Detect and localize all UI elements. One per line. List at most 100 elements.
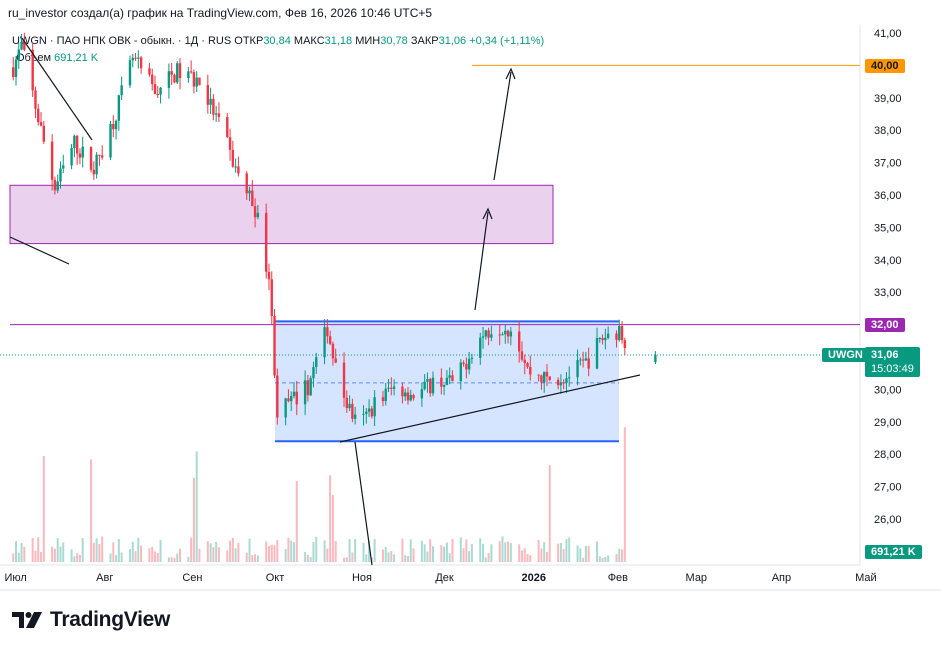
volume-bar <box>443 546 446 562</box>
volume-bar <box>465 539 468 562</box>
drop-line <box>354 441 373 566</box>
volume-bar <box>334 541 337 562</box>
volume-bar <box>604 556 607 562</box>
volume-bar <box>215 541 218 562</box>
candle-body <box>490 334 493 338</box>
volume-bar <box>42 456 45 562</box>
time-tick-label: Мар <box>686 572 708 584</box>
candle-body <box>537 374 540 376</box>
volume-bar <box>621 549 624 562</box>
candle-body <box>209 98 212 105</box>
volume-bar <box>248 538 251 562</box>
candle-body <box>100 155 104 158</box>
volume-bar <box>381 549 384 562</box>
price-axis[interactable]: 41,0040,0039,0038,0037,0036,0035,0034,00… <box>874 28 902 526</box>
volume-bar <box>23 546 26 562</box>
candle-body <box>273 315 276 376</box>
candle-body <box>170 71 173 75</box>
volume-bar <box>568 537 571 562</box>
volume-legend[interactable]: Объем 691,21 K <box>16 52 98 64</box>
symbol-line[interactable]: UWGN · ПАО НПК ОВК - обыкн. · 1Д · RUS <box>12 35 232 47</box>
volume-bar <box>598 556 601 562</box>
candle-body <box>559 382 563 386</box>
volume-bar <box>293 542 295 562</box>
candle-body <box>598 338 601 340</box>
candle-body <box>423 381 426 390</box>
volume-bar <box>134 551 137 562</box>
tradingview-logo[interactable]: TradingView <box>12 608 170 632</box>
candle-body <box>543 371 546 383</box>
candle-body <box>479 337 482 358</box>
volume-bar <box>254 554 257 562</box>
price-tick-label: 26,00 <box>874 514 902 526</box>
volume-bar <box>462 548 465 562</box>
candle-body <box>351 403 354 419</box>
volume-bar <box>173 557 176 562</box>
candle-body <box>226 117 229 138</box>
volume-bar <box>90 459 93 562</box>
attribution-text: ru_investor создал(а) график на TradingV… <box>8 6 433 20</box>
price-tick-label: 30,00 <box>874 384 902 396</box>
change-value: +0,34 (+1,11%) <box>469 35 545 47</box>
symbol-legend: UWGN · ПАО НПК ОВК - обыкн. · 1Д · RUS О… <box>12 35 544 47</box>
symbol-tag: UWGN <box>822 348 869 362</box>
volume-bar <box>92 542 95 562</box>
volume-bar <box>537 539 540 562</box>
price-tick-label: 27,00 <box>874 482 902 494</box>
volume-tag: 691,21 K <box>865 545 922 559</box>
candle-body <box>587 358 590 369</box>
volume-bar <box>523 548 526 562</box>
volume-bar <box>187 556 190 562</box>
volume-bar <box>15 541 17 562</box>
volume-bar <box>62 542 65 562</box>
candle-body <box>606 333 610 338</box>
volume-bar <box>432 546 434 562</box>
volume-bar <box>482 543 485 562</box>
candle-body <box>75 135 79 154</box>
volume-bar <box>53 548 56 562</box>
volume-bar <box>234 548 237 562</box>
candle-body <box>562 382 565 384</box>
candle-body <box>56 181 59 191</box>
candle-body <box>178 63 182 79</box>
candle-body <box>73 135 76 148</box>
candle-body <box>517 331 521 352</box>
volume-bar <box>131 541 134 562</box>
price-tick-label: 37,00 <box>874 158 902 170</box>
candle-body <box>315 357 318 367</box>
volume-bar <box>351 552 354 562</box>
volume-bar <box>154 551 156 562</box>
candle-body <box>526 363 529 367</box>
volume-bar <box>526 553 529 562</box>
volume-bar <box>109 553 112 562</box>
volume-bar <box>231 537 234 562</box>
candle-body <box>565 378 568 384</box>
candle-body <box>198 77 201 86</box>
volume-bar <box>429 539 432 562</box>
candle-body <box>78 153 82 158</box>
candle-body <box>401 386 404 397</box>
candle-body <box>37 108 40 123</box>
downtrend-line-lower <box>9 236 70 265</box>
candle-body <box>42 125 45 142</box>
time-axis[interactable]: Июл Авг Сен Окт Ноя Дек 2026 Фев Мар Апр Май <box>4 572 876 584</box>
volume-bar <box>309 557 312 562</box>
resistance-zone <box>9 184 554 245</box>
volume-bar <box>31 537 34 562</box>
candle-body <box>70 147 73 166</box>
volume-bar <box>59 546 62 562</box>
time-tick-label: Окт <box>266 572 285 584</box>
candle-body <box>451 375 454 382</box>
candle-body <box>256 212 260 218</box>
candle-body <box>231 149 235 167</box>
candle-body <box>98 154 101 156</box>
tradingview-logo-text: TradingView <box>50 608 171 631</box>
volume-bar <box>326 548 329 562</box>
candle-body <box>151 74 154 85</box>
volume-bar <box>520 550 523 562</box>
price-tick-label: 41,00 <box>874 28 902 40</box>
candle-body <box>523 359 526 364</box>
time-tick-label: Ноя <box>352 572 372 584</box>
candle-body <box>95 154 98 175</box>
